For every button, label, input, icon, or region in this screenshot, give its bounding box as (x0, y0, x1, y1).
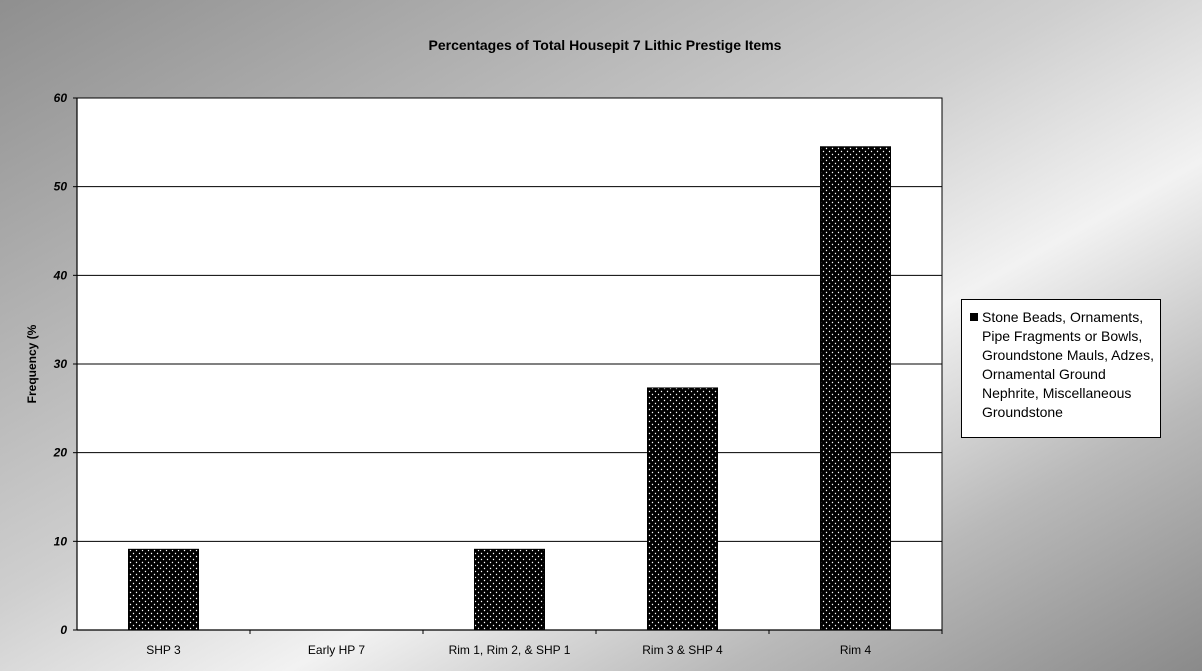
y-tick-label: 40 (53, 268, 68, 282)
x-tick-label: Rim 3 & SHP 4 (642, 643, 723, 657)
x-tick-label: SHP 3 (146, 643, 181, 657)
x-tick-label: Early HP 7 (308, 643, 365, 657)
y-axis-label: Frequency (% (25, 324, 39, 403)
bar (474, 548, 545, 631)
y-tick-label: 10 (54, 534, 68, 548)
x-tick-label: Rim 1, Rim 2, & SHP 1 (449, 643, 571, 657)
bar (647, 387, 718, 631)
y-tick-label: 0 (60, 623, 67, 637)
x-tick-label: Rim 4 (840, 643, 872, 657)
y-tick-label: 30 (54, 357, 68, 371)
y-tick-label: 20 (53, 446, 68, 460)
bar (128, 548, 199, 631)
legend-label: Stone Beads, Ornaments, Pipe Fragments o… (982, 309, 1154, 420)
chart-title: Percentages of Total Housepit 7 Lithic P… (429, 37, 782, 53)
bar (820, 146, 891, 631)
legend-swatch (970, 313, 978, 321)
y-tick-label: 60 (54, 91, 68, 105)
y-tick-label: 50 (54, 180, 68, 194)
legend: Stone Beads, Ornaments, Pipe Fragments o… (961, 299, 1161, 438)
